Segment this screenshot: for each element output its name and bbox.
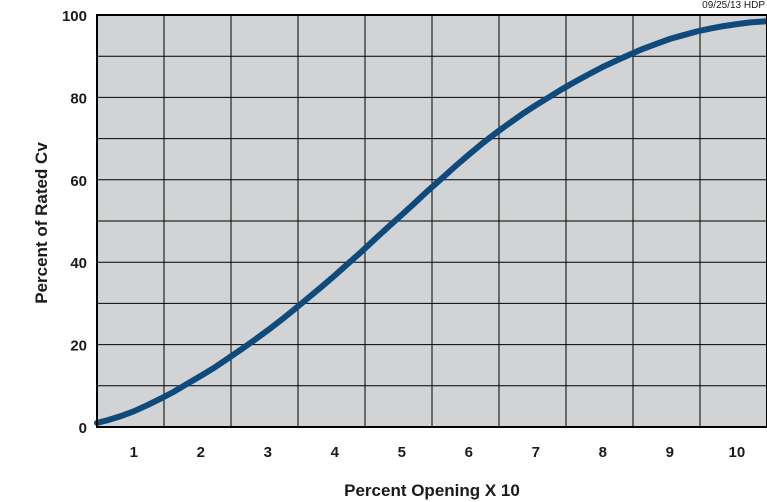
y-axis-title: Percent of Rated Cv [32, 142, 51, 304]
y-tick-label: 20 [70, 338, 87, 355]
x-tick-label: 7 [532, 444, 540, 461]
x-tick-label: 2 [197, 444, 205, 461]
x-tick-label: 6 [465, 444, 473, 461]
grid-lines [97, 15, 767, 427]
y-tick-label: 0 [79, 420, 87, 437]
x-tick-label: 3 [264, 444, 272, 461]
x-tick-label: 1 [130, 444, 138, 461]
x-tick-label: 9 [666, 444, 674, 461]
y-tick-label: 40 [70, 255, 87, 272]
x-tick-label: 5 [398, 444, 406, 461]
plot-frame [96, 14, 767, 428]
data-line [94, 18, 767, 426]
y-tick-label: 60 [70, 173, 87, 190]
x-axis-title: Percent Opening X 10 [344, 481, 520, 500]
x-tick-label: 4 [331, 444, 340, 461]
y-tick-label: 100 [62, 8, 87, 25]
x-tick-label: 8 [599, 444, 607, 461]
y-tick-label: 80 [70, 90, 87, 107]
x-tick-label: 10 [729, 444, 746, 461]
date-stamp: 09/25/13 HDP [702, 0, 765, 11]
